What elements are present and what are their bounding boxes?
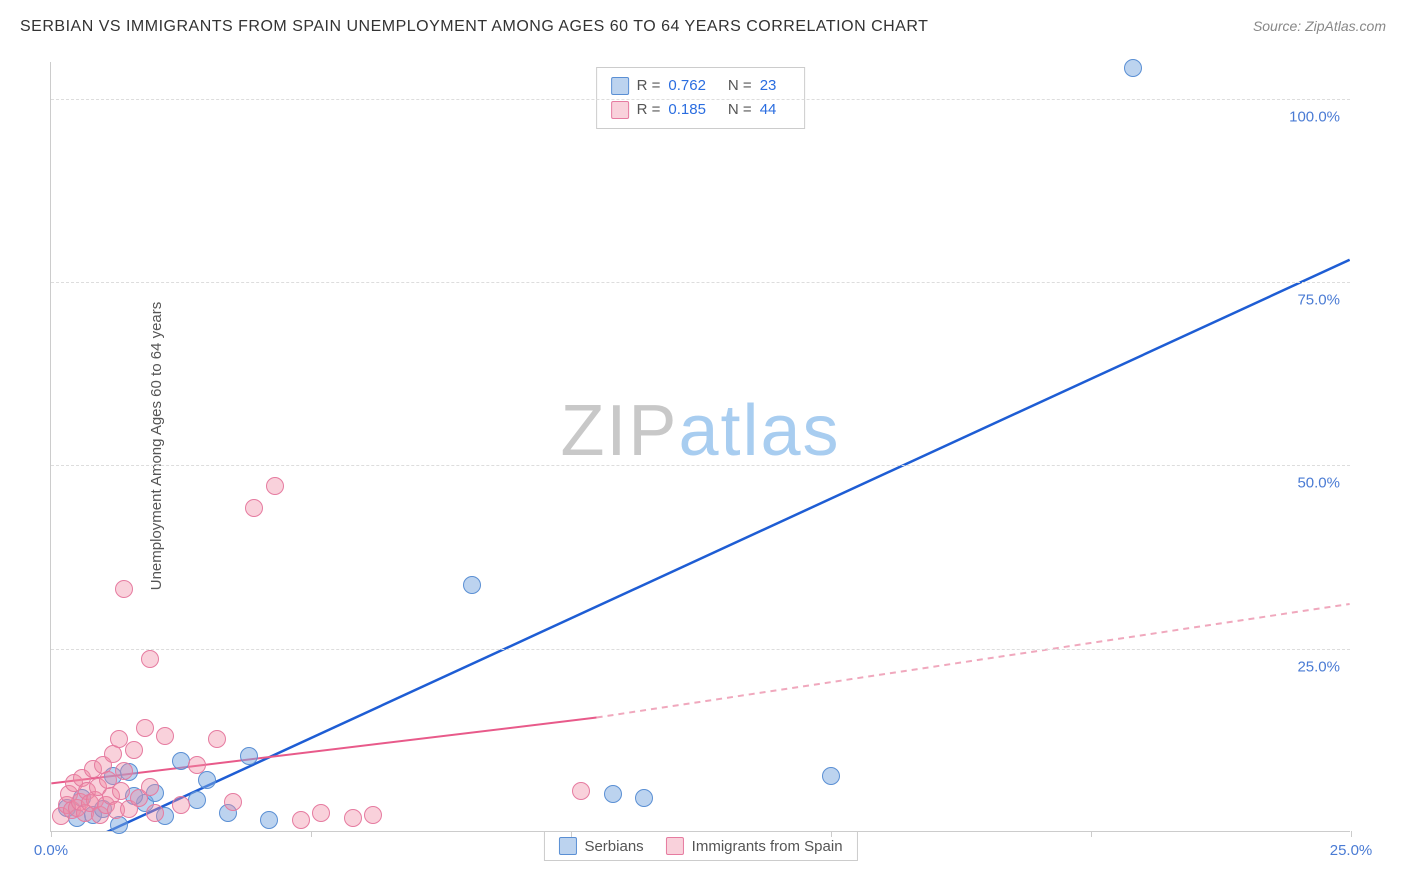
y-tick-label: 25.0% <box>1297 658 1340 675</box>
data-point <box>1124 59 1142 77</box>
source-link[interactable]: ZipAtlas.com <box>1305 18 1386 34</box>
watermark: ZIPatlas <box>560 390 840 472</box>
data-point <box>292 811 310 829</box>
data-point <box>266 477 284 495</box>
n-value: 44 <box>760 98 777 122</box>
x-tick <box>831 831 832 837</box>
n-value: 23 <box>760 74 777 98</box>
data-point <box>156 727 174 745</box>
data-point <box>604 785 622 803</box>
gridline <box>51 99 1350 100</box>
swatch-pink <box>666 837 684 855</box>
data-point <box>344 809 362 827</box>
source-attribution: Source: ZipAtlas.com <box>1253 18 1386 34</box>
swatch-pink <box>611 101 629 119</box>
x-tick-label: 25.0% <box>1330 842 1373 859</box>
x-tick <box>1351 831 1352 837</box>
data-point <box>364 806 382 824</box>
data-point <box>188 791 206 809</box>
x-tick <box>51 831 52 837</box>
gridline <box>51 282 1350 283</box>
legend-label: Immigrants from Spain <box>692 838 843 855</box>
data-point <box>110 730 128 748</box>
trend-line <box>597 604 1350 718</box>
scatter-plot: ZIPatlas R = 0.762 N = 23 R = 0.185 N = … <box>50 62 1350 832</box>
data-point <box>188 756 206 774</box>
data-point <box>245 499 263 517</box>
y-tick-label: 100.0% <box>1289 108 1340 125</box>
trend-lines-layer <box>51 62 1350 831</box>
data-point <box>115 762 133 780</box>
x-tick <box>1091 831 1092 837</box>
legend-label: Serbians <box>584 838 643 855</box>
gridline <box>51 465 1350 466</box>
x-tick <box>311 831 312 837</box>
r-value: 0.762 <box>668 74 706 98</box>
y-tick-label: 75.0% <box>1297 292 1340 309</box>
legend-item-serbians: Serbians <box>558 837 643 855</box>
source-prefix: Source: <box>1253 18 1305 34</box>
data-point <box>172 796 190 814</box>
data-point <box>112 782 130 800</box>
n-label: N = <box>728 74 752 98</box>
trend-line <box>77 260 1349 831</box>
chart-title: SERBIAN VS IMMIGRANTS FROM SPAIN UNEMPLO… <box>20 18 928 36</box>
data-point <box>198 771 216 789</box>
data-point <box>822 767 840 785</box>
data-point <box>208 730 226 748</box>
y-tick-label: 50.0% <box>1297 475 1340 492</box>
data-point <box>146 804 164 822</box>
data-point <box>136 719 154 737</box>
r-value: 0.185 <box>668 98 706 122</box>
data-point <box>125 741 143 759</box>
x-tick <box>571 831 572 837</box>
n-label: N = <box>728 98 752 122</box>
data-point <box>141 778 159 796</box>
r-label: R = <box>637 74 661 98</box>
series-legend: Serbians Immigrants from Spain <box>543 831 857 861</box>
data-point <box>572 782 590 800</box>
data-point <box>635 789 653 807</box>
watermark-part-2: atlas <box>678 391 840 471</box>
x-tick-label: 0.0% <box>34 842 68 859</box>
legend-item-spain: Immigrants from Spain <box>666 837 843 855</box>
gridline <box>51 649 1350 650</box>
data-point <box>260 811 278 829</box>
chart-header: SERBIAN VS IMMIGRANTS FROM SPAIN UNEMPLO… <box>20 18 1386 36</box>
data-point <box>312 804 330 822</box>
swatch-blue <box>611 77 629 95</box>
data-point <box>115 580 133 598</box>
swatch-blue <box>558 837 576 855</box>
data-point <box>141 650 159 668</box>
data-point <box>463 576 481 594</box>
legend-row-serbians: R = 0.762 N = 23 <box>611 74 791 98</box>
legend-row-spain: R = 0.185 N = 44 <box>611 98 791 122</box>
watermark-part-1: ZIP <box>560 391 678 471</box>
r-label: R = <box>637 98 661 122</box>
data-point <box>224 793 242 811</box>
data-point <box>240 747 258 765</box>
